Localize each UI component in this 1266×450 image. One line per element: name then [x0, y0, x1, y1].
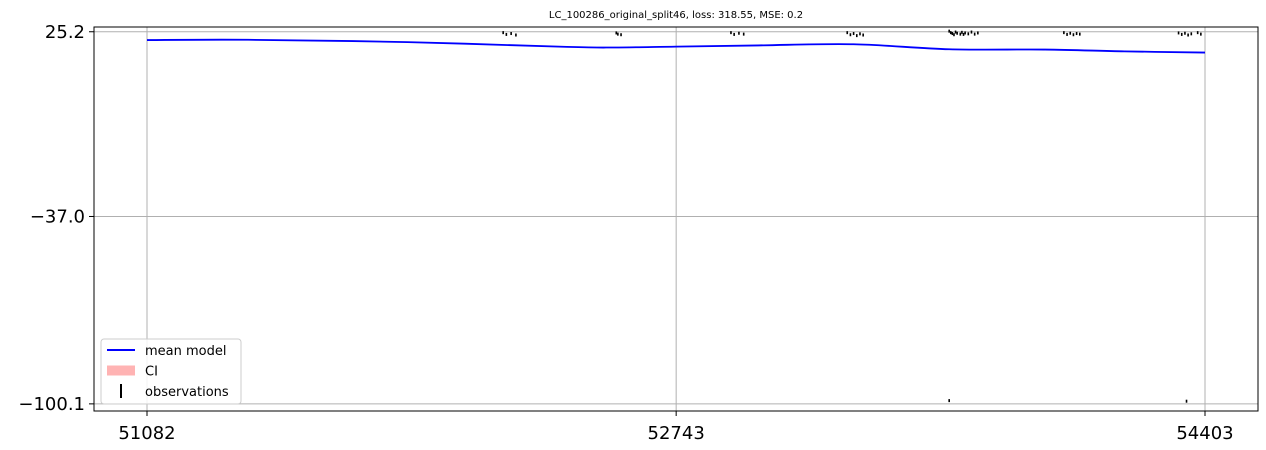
observation-point: [742, 32, 745, 36]
observation-point: [862, 33, 864, 37]
observation-point: [967, 32, 970, 36]
observation-point: [738, 31, 740, 35]
observation-point: [852, 32, 855, 36]
observation-point: [948, 399, 950, 403]
observation-point: [964, 31, 966, 35]
legend-box: [100, 338, 242, 405]
observation-point: [615, 31, 618, 35]
observation-point: [620, 33, 622, 37]
observation-point: [1177, 31, 1180, 35]
observation-point: [849, 33, 852, 37]
observation-point: [1075, 32, 1078, 36]
observation-point: [1063, 31, 1065, 35]
observation-point: [730, 31, 732, 35]
axis-ticks: 51082 52743 54403 25.2 −37.0 −100.1: [18, 22, 1233, 444]
observation-point: [1066, 32, 1068, 36]
legend: mean model CI observations: [100, 338, 242, 405]
observation-point: [1069, 31, 1072, 35]
x-tick-label: 54403: [1176, 423, 1233, 444]
observation-point: [1187, 33, 1189, 37]
observation-point: [1185, 399, 1188, 403]
observation-point: [1200, 32, 1202, 36]
observation-point: [1078, 32, 1081, 36]
legend-label: mean model: [145, 344, 226, 359]
mean-model-line: [146, 38, 1206, 54]
observation-point: [505, 32, 508, 36]
observation-point: [956, 31, 958, 35]
observation-point: [959, 32, 962, 36]
legend-label: observations: [145, 385, 229, 400]
plot-data: [146, 29, 1206, 403]
grid: [94, 27, 1258, 411]
chart-title: LC_100286_original_split46, loss: 318.55…: [549, 10, 803, 21]
observation-point: [733, 32, 735, 36]
observation-point: [948, 29, 950, 33]
y-tick-label: −100.1: [18, 394, 85, 415]
observation-point: [962, 32, 965, 36]
x-tick-label: 51082: [118, 423, 175, 444]
observation-point: [1196, 31, 1199, 35]
observation-point: [970, 30, 973, 34]
observation-point: [1072, 33, 1075, 37]
observation-point: [502, 31, 504, 35]
observation-point: [617, 32, 619, 36]
legend-patch-swatch: [107, 365, 135, 376]
y-tick-label: 25.2: [45, 22, 85, 43]
observation-point: [961, 30, 963, 34]
observation-point: [855, 34, 858, 38]
observation-point: [859, 32, 861, 36]
observation-point: [1184, 31, 1186, 35]
observation-point: [1190, 32, 1193, 36]
observation-point: [977, 31, 979, 35]
observation-point: [951, 32, 954, 36]
observation-point: [973, 32, 976, 36]
legend-label: CI: [145, 365, 158, 380]
observation-point: [846, 31, 849, 35]
y-tick-label: −37.0: [30, 206, 85, 227]
observation-point: [1180, 32, 1183, 36]
observation-point: [954, 30, 957, 34]
observation-point: [510, 32, 512, 36]
x-tick-label: 52743: [648, 423, 705, 444]
observation-point: [949, 31, 952, 35]
observation-point: [515, 33, 517, 37]
observation-point: [953, 33, 955, 37]
